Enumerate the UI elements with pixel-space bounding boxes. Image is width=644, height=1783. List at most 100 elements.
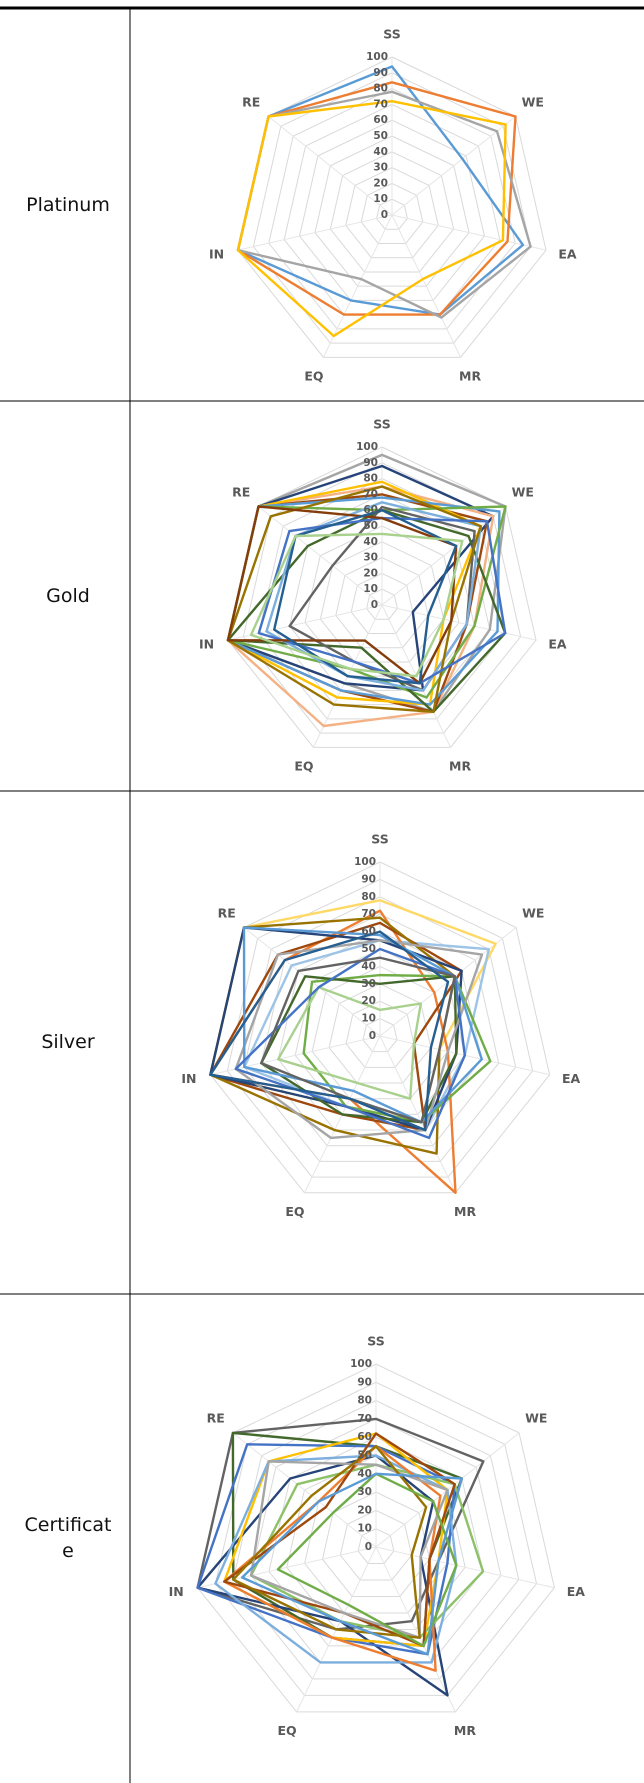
series-line [223, 1445, 442, 1672]
spoke [237, 214, 393, 251]
series-line [223, 1432, 456, 1648]
category-label: IN [181, 1071, 196, 1086]
tick-label: 30 [361, 978, 376, 990]
category-label: SS [367, 1334, 384, 1349]
series-line [236, 100, 507, 338]
tick-label: 10 [361, 1013, 376, 1025]
category-label: EQ [277, 1723, 296, 1738]
category-label: WE [522, 905, 544, 920]
series-line [234, 939, 484, 1140]
grid-ring [360, 182, 424, 244]
tick-label: 70 [373, 98, 388, 110]
tick-label: 100 [350, 1358, 372, 1370]
grid-ring [321, 1491, 431, 1597]
tick-label: 10 [373, 193, 388, 205]
tick-label: 0 [371, 599, 378, 611]
series-line [273, 509, 458, 685]
category-label: RE [207, 1411, 225, 1426]
grid-ring [339, 1509, 413, 1581]
radar-chart: SS WE EA MR EQ IN RE 0 10 20 30 40 50 60 70 80 90 100 [181, 832, 580, 1220]
category-label: MR [449, 759, 471, 774]
category-label: RE [218, 905, 236, 920]
grid-ring [252, 72, 532, 344]
tick-label: 10 [363, 583, 378, 595]
series-line [277, 986, 422, 1100]
tick-label: 70 [361, 908, 376, 920]
tick-label: 30 [373, 162, 388, 174]
category-label: EA [562, 1071, 581, 1086]
category-label: MR [454, 1204, 476, 1219]
category-label: RE [232, 484, 250, 499]
spoke [391, 214, 547, 251]
spoke [197, 1546, 377, 1589]
grid-ring [289, 509, 475, 691]
grid-ring [304, 1473, 448, 1614]
radar-chart: SS WE EA MR EQ IN RE 0 10 20 30 40 50 60 70 80 90 100 [199, 417, 567, 774]
series-line [209, 930, 450, 1132]
grid-ring [232, 1400, 520, 1680]
category-label: EA [567, 1584, 586, 1599]
tick-label: 70 [363, 488, 378, 500]
tick-label: 100 [366, 51, 388, 63]
tick-label: 60 [361, 926, 376, 938]
tick-label: 30 [363, 552, 378, 564]
category-label: SS [383, 27, 400, 42]
category-label: MR [459, 369, 481, 384]
category-label: WE [522, 94, 544, 109]
series-line [249, 1463, 485, 1639]
category-label: IN [199, 637, 214, 652]
tick-label: 0 [381, 209, 388, 221]
grid-ring [345, 1000, 415, 1068]
row-label: Gold [46, 585, 90, 607]
series-line [249, 1460, 449, 1639]
spoke [391, 214, 462, 358]
tick-label: 40 [361, 960, 376, 972]
grid-ring [366, 588, 398, 620]
grid-ring [314, 135, 470, 287]
series-line [234, 947, 466, 1140]
grid-ring [226, 878, 534, 1178]
tick-label: 100 [354, 856, 376, 868]
category-label: WE [525, 1411, 547, 1426]
tick-label: 40 [363, 536, 378, 548]
series-line [196, 1443, 456, 1656]
tick-label: 100 [356, 441, 378, 453]
row-label: Silver [41, 1031, 95, 1053]
grid-ring [304, 525, 460, 677]
grid-ring [329, 151, 455, 273]
tick-label: 80 [361, 891, 376, 903]
grid-ring [357, 1528, 395, 1564]
grid-ring [243, 896, 517, 1162]
category-label: EQ [294, 759, 313, 774]
grid-ring [350, 572, 414, 634]
grid-ring [268, 88, 516, 330]
category-label: IN [209, 247, 224, 262]
category-label: EA [548, 637, 567, 652]
radar-chart: SS WE EA MR EQ IN RE 0 10 20 30 40 50 60 70 80 90 100 [209, 27, 577, 384]
tick-label: 80 [357, 1395, 372, 1407]
spoke [258, 506, 383, 606]
tick-label: 50 [373, 130, 388, 142]
row-label: Platinum [26, 194, 110, 216]
series-line [276, 1472, 458, 1648]
spoke [268, 116, 393, 216]
tick-label: 20 [357, 1504, 372, 1516]
grid-ring [214, 1381, 538, 1696]
tick-label: 90 [361, 873, 376, 885]
tick-label: 60 [373, 114, 388, 126]
grid-ring [335, 557, 429, 649]
spoke [227, 604, 383, 641]
tick-label: 60 [363, 504, 378, 516]
series-line [241, 1472, 463, 1656]
grid-ring [376, 198, 408, 230]
category-label: MR [454, 1723, 476, 1738]
grid-ring [362, 1018, 398, 1053]
grid-ring [345, 167, 439, 259]
spoke [210, 1035, 381, 1076]
series-line [260, 956, 456, 1124]
tick-label: 90 [363, 457, 378, 469]
grid-ring [328, 983, 432, 1084]
grid-ring [319, 541, 445, 663]
